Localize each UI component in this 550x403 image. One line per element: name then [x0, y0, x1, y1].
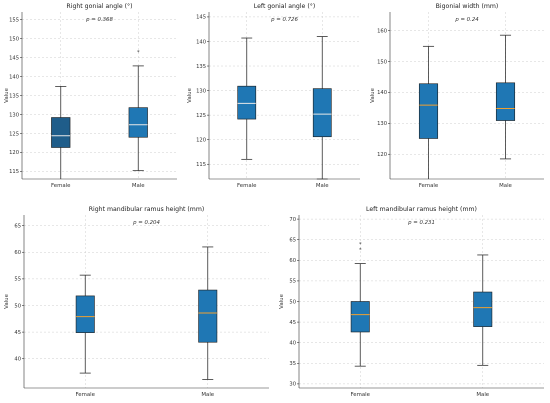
- y-tick-label: 130: [377, 121, 387, 127]
- chart-title: Left mandibular ramus height (mm): [366, 206, 477, 213]
- box-iqr: [495, 82, 516, 121]
- chart-title: Right mandibular ramus height (mm): [89, 206, 205, 213]
- y-tick-label: 140: [9, 74, 19, 80]
- chart-panel-5: 30 35 40 45 50 55 60 65 70 Left mandibular ramus …: [279, 206, 544, 398]
- x-tick-label: Female: [76, 392, 96, 398]
- y-tick-label: 65: [289, 238, 296, 244]
- y-tick-label: 135: [196, 64, 206, 70]
- y-tick-label: 70: [289, 217, 296, 223]
- outlier-point: *: [359, 242, 362, 248]
- box-iqr: [128, 107, 148, 138]
- chart-title: Left gonial angle (°): [254, 2, 316, 10]
- chart-panel-1: 115 120 125 130 135 140 145 150 155 Right gonial …: [4, 2, 177, 189]
- y-tick-label: 130: [9, 112, 19, 118]
- x-tick-label: Male: [201, 392, 214, 398]
- y-tick-label: 40: [14, 357, 21, 363]
- y-tick-label: 150: [377, 59, 387, 65]
- y-axis-label: Value: [370, 87, 376, 102]
- box-iqr: [51, 117, 71, 148]
- y-tick-label: 125: [9, 131, 19, 137]
- p-value-annotation: p = 0.368: [85, 17, 113, 23]
- y-tick-label: 125: [196, 113, 206, 119]
- box-iqr: [312, 88, 332, 138]
- box-female: Female: [237, 37, 257, 189]
- y-tick-label: 55: [14, 277, 21, 283]
- y-tick-label: 155: [9, 17, 19, 23]
- y-tick-label: 35: [289, 361, 296, 367]
- box-iqr: [473, 291, 493, 327]
- y-tick-label: 120: [9, 150, 19, 156]
- y-tick-label: 145: [196, 15, 206, 21]
- p-value-annotation: p = 0.726: [270, 17, 298, 23]
- y-tick-label: 140: [377, 90, 387, 96]
- chart-title: Bigonial width (mm): [436, 3, 499, 10]
- x-tick-label: Male: [132, 183, 145, 189]
- box-female: Female: [418, 45, 439, 189]
- box-female: ** Female: [351, 242, 371, 398]
- box-female: Female: [51, 85, 71, 189]
- chart-panel-3: 120 130 140 150 160 Bigonial width (mm) p = 0.…: [370, 3, 544, 189]
- y-tick-label: 60: [289, 258, 296, 264]
- outlier-point: *: [137, 50, 140, 56]
- x-tick-label: Male: [316, 183, 329, 189]
- box-male: Male: [473, 254, 493, 398]
- x-tick-label: Female: [51, 183, 71, 189]
- y-tick-label: 50: [14, 303, 21, 309]
- box-male: Male: [198, 246, 218, 398]
- y-tick-label: 160: [377, 28, 387, 34]
- y-tick-label: 115: [9, 169, 19, 175]
- y-tick-label: 150: [9, 36, 19, 42]
- box-iqr: [350, 301, 370, 333]
- chart-panel-2: 115 120 125 130 135 140 145 Left gonial angle (…: [187, 2, 360, 189]
- y-axis-label: Value: [187, 87, 193, 102]
- p-value-annotation: p = 0.204: [132, 220, 160, 226]
- chart-title: Right gonial angle (°): [66, 2, 132, 10]
- box-male: Male: [495, 34, 516, 189]
- x-tick-label: Female: [419, 183, 439, 189]
- y-tick-label: 40: [289, 340, 296, 346]
- y-tick-label: 50: [289, 299, 296, 305]
- y-tick-label: 115: [196, 162, 206, 168]
- y-tick-label: 130: [196, 88, 206, 94]
- y-tick-label: 45: [289, 320, 296, 326]
- p-value-annotation: p = 0.24: [454, 17, 479, 23]
- y-axis-label: Value: [4, 293, 10, 308]
- chart-panel-4: 40 45 50 55 60 65 Right mandibular ramus heigh…: [4, 206, 269, 398]
- y-tick-label: 45: [14, 330, 21, 336]
- box-iqr: [418, 83, 439, 139]
- y-tick-label: 135: [9, 93, 19, 99]
- box-male: Male: [312, 36, 332, 189]
- y-tick-label: 65: [14, 223, 21, 229]
- box-iqr: [237, 85, 257, 120]
- y-axis-label: Value: [4, 87, 10, 102]
- box-male: * Male: [128, 50, 148, 189]
- y-tick-label: 120: [196, 138, 206, 144]
- y-tick-label: 140: [196, 39, 206, 45]
- x-tick-label: Female: [237, 183, 257, 189]
- box-iqr: [75, 295, 95, 333]
- y-tick-label: 55: [289, 279, 296, 285]
- x-tick-label: Male: [499, 183, 512, 189]
- x-tick-label: Female: [351, 392, 371, 398]
- box-iqr: [198, 289, 218, 343]
- y-tick-label: 145: [9, 55, 19, 61]
- outlier-point: *: [359, 248, 362, 254]
- y-axis-label: Value: [279, 293, 285, 308]
- x-tick-label: Male: [476, 392, 489, 398]
- p-value-annotation: p = 0.231: [407, 220, 435, 226]
- y-tick-label: 30: [289, 382, 296, 388]
- box-female: Female: [75, 274, 96, 398]
- y-tick-label: 60: [14, 250, 21, 256]
- y-tick-label: 120: [377, 152, 387, 158]
